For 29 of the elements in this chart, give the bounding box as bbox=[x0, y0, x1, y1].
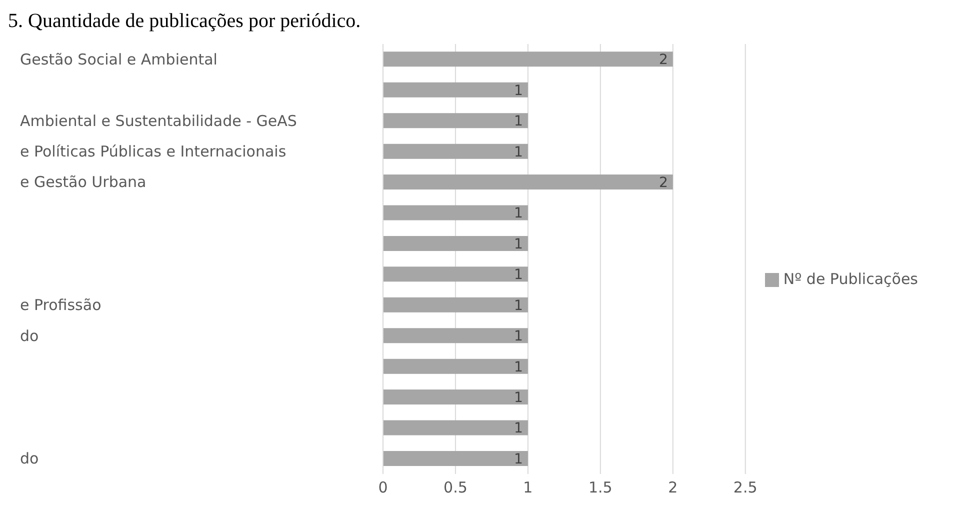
data-label: 1 bbox=[514, 114, 523, 130]
y-tick-label: e Políticas Públicas e Internacionais bbox=[20, 142, 286, 160]
text: 5. Quantidade de publicações por periódico. bbox=[8, 9, 362, 34]
legend-label: Nº de Publicações bbox=[783, 270, 918, 288]
data-label: 2 bbox=[658, 52, 668, 68]
x-tick-label: 1 bbox=[523, 478, 533, 497]
x-tick-label: 2 bbox=[668, 478, 678, 497]
data-label: 1 bbox=[514, 236, 523, 252]
data-label: 2 bbox=[658, 175, 668, 192]
x-tick-label: 2.5 bbox=[733, 478, 758, 497]
y-tick-label: e Gestão Urbana bbox=[20, 173, 146, 192]
data-label: 1 bbox=[514, 267, 523, 284]
data-label: 1 bbox=[514, 359, 523, 376]
data-label: 1 bbox=[514, 451, 523, 468]
y-tick-label: do bbox=[20, 450, 39, 468]
data-label: 1 bbox=[514, 328, 523, 345]
data-label: 1 bbox=[514, 390, 523, 406]
x-tick-label: 0.5 bbox=[444, 478, 468, 497]
data-label: 1 bbox=[514, 82, 523, 99]
x-tick-label: 1.5 bbox=[588, 478, 612, 497]
y-tick-label: Ambiental e Sustentabilidade - GeAS bbox=[20, 112, 297, 130]
y-tick-label: do bbox=[20, 326, 39, 345]
data-label: 1 bbox=[514, 298, 523, 314]
data-label: 1 bbox=[514, 420, 523, 437]
x-tick-label: 0 bbox=[378, 478, 388, 497]
y-tick-label: e Profissão bbox=[20, 296, 102, 314]
data-label: 1 bbox=[514, 206, 523, 222]
y-tick-label: Gestão Social e Ambiental bbox=[20, 50, 218, 68]
data-label: 1 bbox=[514, 144, 523, 160]
